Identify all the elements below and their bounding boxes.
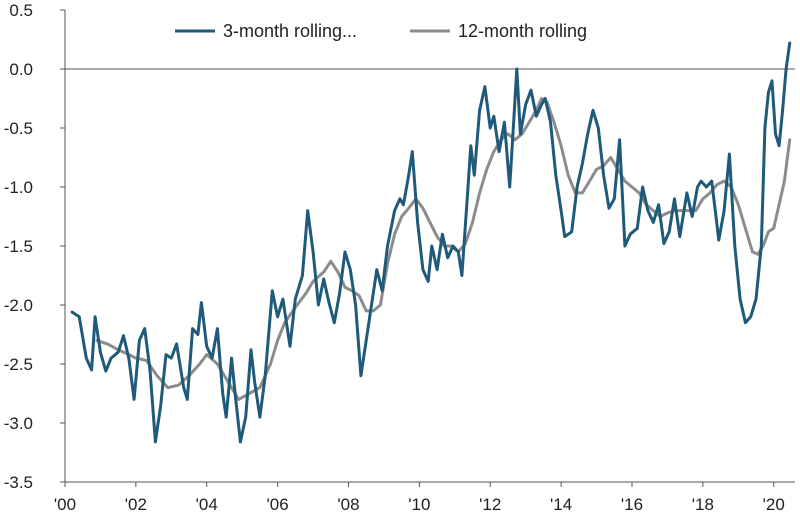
x-tick-label: '10: [408, 495, 430, 514]
y-tick-label: -2.0: [4, 296, 33, 315]
axes: 0.5 0.0 -0.5 -1.0 -1.5 -2.0 -2.5 -3.0 -3.5 '00 '02…: [4, 1, 795, 514]
x-tick-label: '18: [692, 495, 714, 514]
x-tick-label: '14: [550, 495, 572, 514]
series-lines: [70, 41, 792, 444]
x-tick-label: '00: [54, 495, 76, 514]
y-tick-label: 0.0: [9, 60, 33, 79]
legend-item-12-month-label: 12-month rolling: [458, 21, 587, 41]
x-tick-label: '16: [621, 495, 643, 514]
series-line-12-month: [95, 97, 792, 401]
x-tick-label: '06: [267, 495, 289, 514]
x-tick-label: '12: [479, 495, 501, 514]
x-tick-label: '02: [125, 495, 147, 514]
x-tick-label: '08: [337, 495, 359, 514]
y-tick-label: -3.0: [4, 414, 33, 433]
y-tick-label: 0.5: [9, 1, 33, 20]
y-tick-label: -0.5: [4, 119, 33, 138]
y-tick-label: -3.5: [4, 473, 33, 492]
y-tick-label: -1.5: [4, 237, 33, 256]
x-tick-label: '04: [196, 495, 218, 514]
series-line-3-month: [70, 41, 792, 444]
y-tick-label: -2.5: [4, 355, 33, 374]
legend-item-3-month-label: 3-month rolling...: [223, 21, 357, 41]
y-tick-label: -1.0: [4, 178, 33, 197]
x-tick-label: '20: [763, 495, 785, 514]
legend: 3-month rolling... 12-month rolling: [175, 21, 587, 41]
